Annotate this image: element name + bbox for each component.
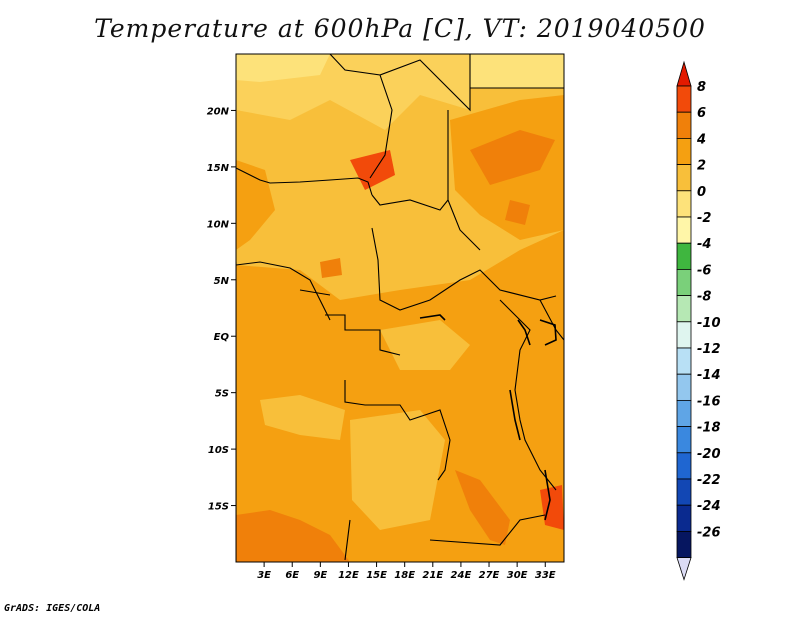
colorbar-label: -14: [697, 368, 721, 383]
colorbar-bin: [676, 137, 692, 165]
field-hot-southwest: [236, 510, 350, 562]
lon-tick-label: 9E: [313, 570, 327, 581]
colorbar-bin: [676, 242, 692, 270]
colorbar-label: -4: [697, 237, 711, 252]
lakes: [419, 314, 557, 521]
map-frame: [235, 53, 565, 563]
colorbar-bin: [676, 478, 692, 506]
lat-tick-label: 5S: [215, 389, 229, 400]
field-hot-chad: [350, 150, 395, 190]
colorbar-bin: [676, 295, 692, 323]
field-patch-a: [260, 395, 345, 440]
credit-text: GrADS: IGES/COLA: [4, 603, 101, 614]
colorbar-label: -26: [697, 525, 721, 540]
colorbar-label: 6: [697, 106, 706, 121]
colorbar-bin: [676, 531, 692, 559]
colorbar-label: -6: [697, 263, 711, 278]
field-hot-cameroon: [320, 258, 342, 278]
colorbar-label: -8: [697, 290, 711, 305]
field-hot-sudan: [470, 130, 555, 185]
chart-title: Temperature at 600hPa [C], VT: 201904050…: [94, 14, 706, 43]
lon-tick-label: 30E: [507, 570, 528, 581]
colorbar-label: -22: [697, 473, 721, 488]
colorbar-label: 8: [697, 80, 706, 95]
lat-tick-label: 20N: [207, 106, 230, 117]
lon-tick-label: 33E: [535, 570, 556, 581]
lon-tick-label: 6E: [285, 570, 299, 581]
field-hot-spot: [505, 200, 530, 225]
colorbar-label: 2: [697, 159, 706, 174]
temperature-field: [236, 54, 564, 562]
colorbar-bin: [676, 268, 692, 296]
latitude-axis: 20N 15N 10N 5N EQ 5S 10S 15S: [207, 106, 236, 513]
colorbar-bin: [676, 85, 692, 113]
colorbar-label: 4: [696, 132, 706, 147]
lat-tick-label: EQ: [214, 332, 230, 343]
colorbar-label: -2: [697, 211, 711, 226]
colorbar-bin: [676, 164, 692, 192]
lon-tick-label: 24E: [451, 570, 472, 581]
colorbar-label: 0: [697, 185, 706, 200]
field-hot-mozambique: [455, 470, 510, 545]
colorbar-label: -16: [697, 394, 721, 409]
colorbar: 8 6 4 2 0 -2 -4 -6 -8 -10 -12 -14 -16 -18 -20 -22 -24 -26: [676, 60, 721, 581]
colorbar-bin: [676, 426, 692, 454]
field-patch-c: [380, 320, 470, 370]
colorbar-bin: [676, 452, 692, 480]
lat-tick-label: 10S: [208, 445, 229, 456]
colorbar-bin: [676, 399, 692, 427]
colorbar-bin: [676, 373, 692, 401]
colorbar-label: -20: [697, 447, 721, 462]
field-orange-south: [236, 230, 564, 562]
colorbar-bin: [676, 111, 692, 139]
colorbar-label: -18: [697, 421, 721, 436]
colorbar-bin: [676, 190, 692, 218]
colorbar-upper-arrow: [676, 60, 692, 87]
colorbar-bin: [676, 321, 692, 349]
field-cool-northwest: [236, 54, 330, 82]
lat-tick-label: 10N: [207, 219, 230, 230]
colorbar-bin: [676, 504, 692, 532]
longitude-axis: 3E 6E 9E 12E 15E 18E 21E 24E 27E 30E 33E: [257, 562, 556, 581]
colorbar-bin: [676, 347, 692, 375]
field-orange-west: [236, 160, 275, 250]
colorbar-label: -24: [697, 499, 721, 514]
colorbar-label: -12: [697, 342, 721, 357]
lat-tick-label: 15N: [207, 163, 230, 174]
colorbar-bin: [676, 216, 692, 244]
lon-tick-label: 21E: [422, 570, 443, 581]
lon-tick-label: 18E: [394, 570, 415, 581]
colorbar-lower-arrow: [676, 557, 692, 581]
lon-tick-label: 12E: [338, 570, 359, 581]
lat-tick-label: 5N: [214, 276, 230, 287]
lon-tick-label: 3E: [257, 570, 271, 581]
lat-tick-label: 15S: [208, 502, 229, 513]
field-patch-b: [350, 410, 445, 530]
lon-tick-label: 27E: [479, 570, 500, 581]
lon-tick-label: 15E: [366, 570, 387, 581]
colorbar-label: -10: [697, 316, 721, 331]
country-borders: [236, 54, 564, 562]
field-cool-northeast: [470, 54, 564, 88]
